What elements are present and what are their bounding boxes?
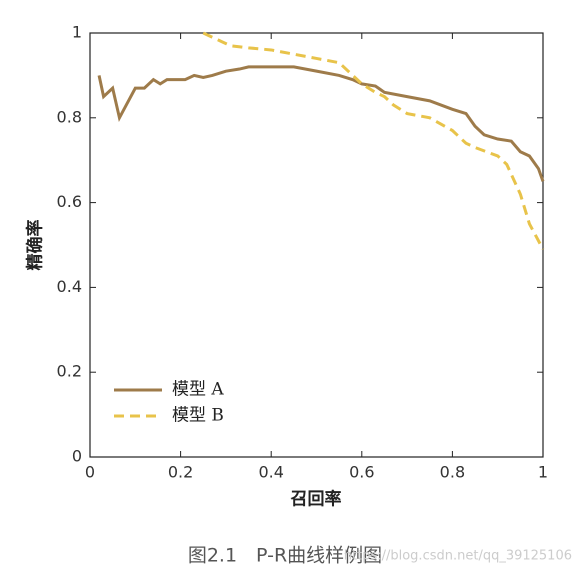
y-tick-label: 0.8 bbox=[57, 107, 82, 126]
x-tick-label: 0.4 bbox=[258, 463, 283, 482]
y-tick-label: 0 bbox=[72, 447, 82, 466]
x-tick-label: 0.6 bbox=[349, 463, 374, 482]
y-tick-label: 0.2 bbox=[57, 362, 82, 381]
x-tick-label: 0.8 bbox=[440, 463, 465, 482]
x-tick-label: 1 bbox=[538, 463, 548, 482]
x-axis-label: 召回率 bbox=[291, 489, 342, 510]
y-axis-label: 精确率 bbox=[25, 220, 46, 271]
y-tick-label: 1 bbox=[72, 23, 82, 42]
y-tick-label: 0.4 bbox=[57, 277, 82, 296]
line-series bbox=[97, 65, 545, 182]
y-tick-label: 0.6 bbox=[57, 192, 82, 211]
caption: 图2.1 P-R曲线样例图 bbox=[188, 545, 382, 567]
watermark: https://blog.csdn.net/qq_39125106 bbox=[344, 549, 572, 564]
x-tick-label: 0 bbox=[85, 463, 95, 482]
legend-label: 模型 B bbox=[172, 406, 224, 426]
x-tick-label: 0.2 bbox=[168, 463, 193, 482]
line-series bbox=[202, 31, 545, 250]
legend-label: 模型 A bbox=[172, 380, 224, 400]
plot-frame bbox=[89, 32, 544, 458]
